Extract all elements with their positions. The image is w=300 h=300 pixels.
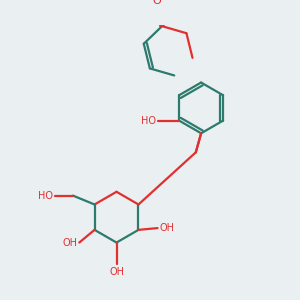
Text: OH: OH bbox=[62, 238, 77, 248]
Text: HO: HO bbox=[38, 190, 53, 201]
Text: HO: HO bbox=[141, 116, 156, 126]
Text: O: O bbox=[152, 0, 161, 6]
Text: OH: OH bbox=[159, 223, 174, 233]
Text: OH: OH bbox=[109, 267, 124, 277]
